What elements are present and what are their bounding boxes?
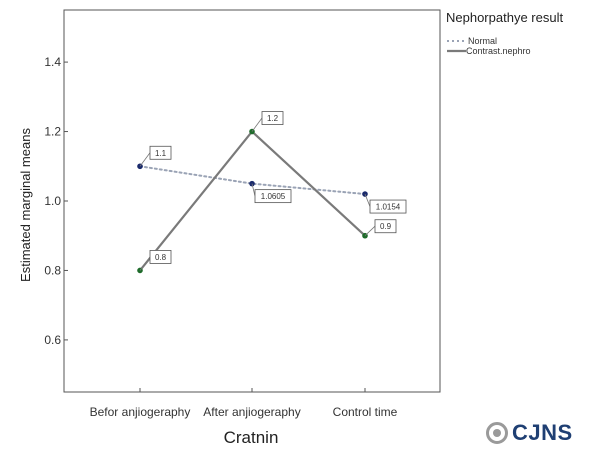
data-label-box bbox=[374, 219, 397, 234]
data-label: 1.0154 bbox=[376, 203, 401, 212]
data-label: 1.2 bbox=[267, 114, 279, 123]
y-tick-label: 1.2 bbox=[44, 125, 61, 139]
legend-item: Normal bbox=[468, 36, 497, 46]
y-tick-label: 0.6 bbox=[44, 333, 61, 347]
y-tick-label: 1.0 bbox=[44, 194, 61, 208]
data-label-leader bbox=[251, 117, 263, 132]
data-label: 1.0605 bbox=[261, 192, 286, 201]
y-tick-label: 0.8 bbox=[44, 263, 61, 277]
logo-icon bbox=[486, 422, 508, 444]
data-label-box bbox=[254, 189, 292, 204]
data-label-leader bbox=[364, 193, 371, 207]
x-axis-title: Cratnin bbox=[224, 428, 279, 447]
legend-item: Contrast.nephro bbox=[466, 46, 531, 56]
data-label: 0.8 bbox=[155, 253, 167, 262]
data-label-leader bbox=[139, 256, 151, 271]
data-label-box bbox=[369, 199, 407, 214]
series-line-contrast-nephro bbox=[138, 129, 367, 272]
y-axis-title: Estimated marginal means bbox=[18, 128, 33, 282]
series-line-normal bbox=[139, 165, 366, 196]
y-tick-label: 1.4 bbox=[44, 55, 61, 69]
x-tick-label: Control time bbox=[333, 405, 398, 419]
data-label: 1.1 bbox=[155, 149, 167, 158]
journal-logo: CJNS bbox=[486, 420, 573, 446]
data-label-leader bbox=[364, 225, 376, 237]
data-label: 0.9 bbox=[380, 222, 392, 231]
x-tick-label: Befor anjiogeraphy bbox=[90, 405, 191, 419]
logo-text: CJNS bbox=[512, 420, 573, 445]
data-label-leader bbox=[251, 183, 256, 197]
data-label-box bbox=[149, 250, 172, 264]
legend-title: Nephorpathye result bbox=[446, 10, 563, 25]
data-label-box bbox=[149, 145, 172, 160]
data-point bbox=[137, 267, 143, 274]
x-tick-label: After anjiogeraphy bbox=[203, 405, 300, 419]
data-label-leader bbox=[139, 152, 151, 167]
data-label-box bbox=[261, 111, 284, 125]
